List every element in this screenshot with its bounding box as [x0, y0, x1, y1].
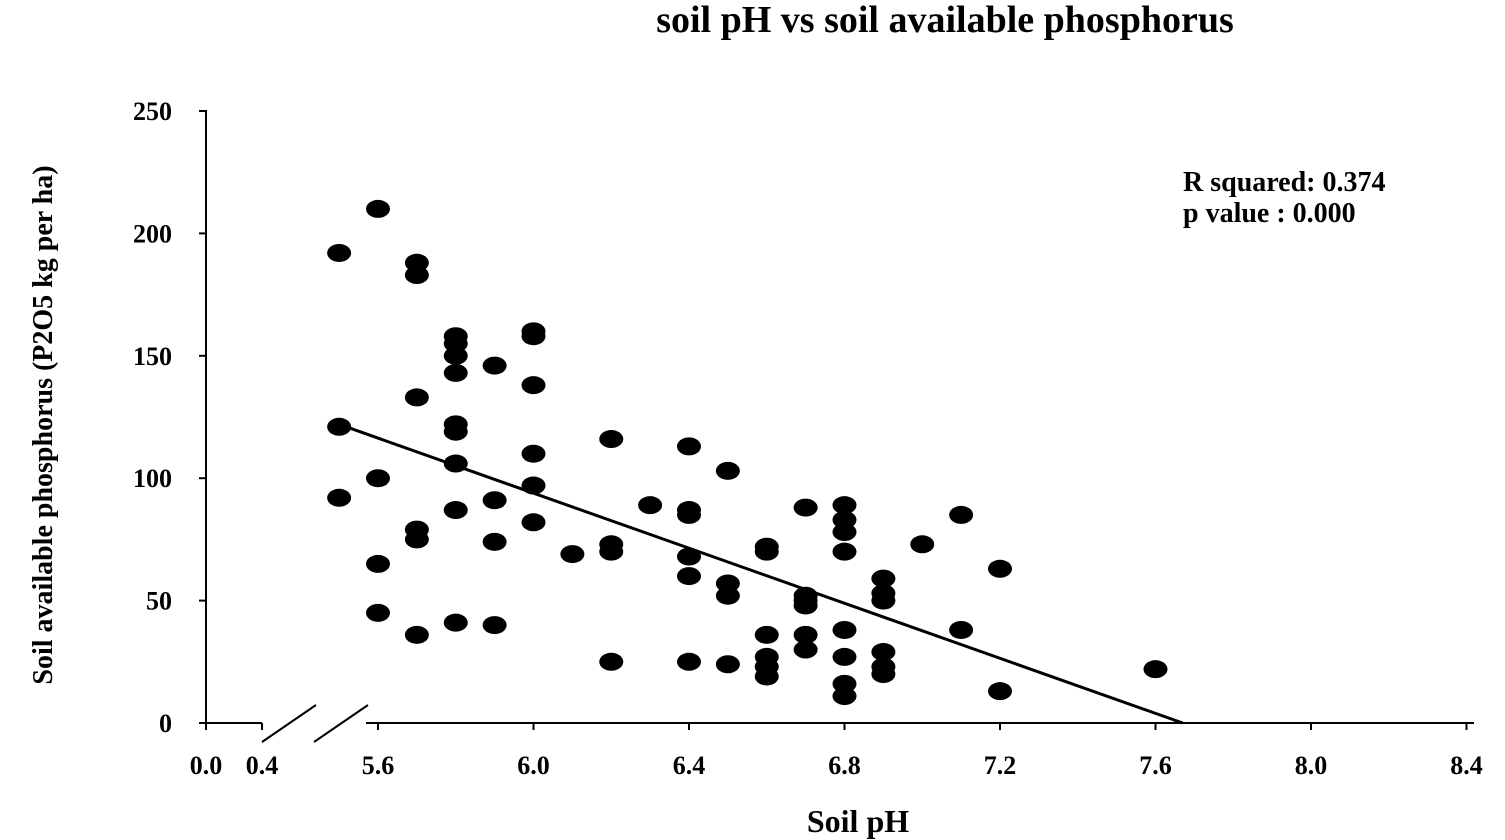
x-tick-label: 8.0: [1295, 751, 1328, 780]
data-point: [521, 444, 546, 463]
data-point: [832, 647, 857, 666]
x-tick-label: 6.4: [673, 751, 706, 780]
data-point: [988, 559, 1012, 578]
data-point: [677, 505, 701, 524]
x-tick-label: 6.8: [828, 751, 861, 780]
chart-title: soil pH vs soil available phosphorus: [656, 0, 1234, 41]
y-tick-label: 200: [133, 219, 172, 248]
r-squared-label: R squared: 0.374: [1183, 167, 1386, 198]
data-point: [443, 363, 468, 382]
data-point: [754, 625, 779, 644]
axis-break-mark: [261, 704, 317, 743]
x-tick-label: 5.6: [362, 751, 395, 780]
x-tick-label: 8.4: [1450, 751, 1483, 780]
data-point: [404, 388, 429, 407]
x-tick-label: 0.4: [246, 751, 279, 780]
regression-line: [338, 422, 1184, 725]
data-point: [404, 530, 429, 549]
data-point: [599, 652, 624, 671]
data-point: [404, 625, 429, 644]
data-point: [677, 652, 701, 671]
data-point: [754, 667, 779, 686]
data-point: [638, 496, 663, 515]
data-point: [404, 266, 429, 285]
data-point: [366, 603, 390, 622]
y-tick-label: 250: [133, 97, 172, 126]
data-point: [443, 501, 468, 520]
data-point: [793, 498, 818, 517]
x-axis-label: Soil pH: [807, 803, 909, 839]
data-point: [793, 596, 818, 615]
y-ticks: 0 50 100 150 200 250: [133, 97, 206, 738]
data-point: [443, 346, 468, 365]
y-tick-label: 150: [133, 342, 172, 371]
data-point: [871, 665, 896, 684]
stats-annotation: R squared: 0.374 p value : 0.000: [1183, 167, 1386, 229]
data-point: [754, 542, 779, 561]
data-point: [482, 532, 507, 551]
data-point: [715, 461, 740, 480]
x-tick-label: 0.0: [190, 751, 223, 780]
data-point: [327, 488, 352, 507]
x-tick-label: 7.6: [1139, 751, 1172, 780]
x-tick-label: 6.0: [517, 751, 550, 780]
data-point: [910, 535, 935, 554]
data-point: [832, 496, 857, 515]
data-point: [832, 687, 857, 706]
data-point: [793, 640, 818, 659]
data-point: [482, 616, 507, 635]
y-tick-label: 50: [146, 587, 172, 616]
y-axis-label: Soil available phosphorus (P2O5 kg per h…: [28, 165, 59, 684]
y-tick-label: 100: [133, 464, 172, 493]
data-point: [482, 356, 507, 375]
plot-area: 0.0 0.4: [190, 110, 1474, 780]
data-point: [715, 586, 740, 605]
data-point: [521, 327, 546, 346]
data-point: [949, 620, 974, 639]
axis-break-mark: [313, 704, 369, 743]
data-point: [366, 199, 390, 218]
data-point: [832, 620, 857, 639]
data-point: [443, 422, 468, 441]
data-point: [327, 417, 352, 436]
data-point: [715, 655, 740, 674]
data-point: [677, 437, 701, 456]
data-point: [793, 625, 818, 644]
data-point: [443, 613, 468, 632]
data-point: [832, 523, 857, 542]
regression-layer: [338, 422, 1184, 725]
x-ticks: 5.6 6.0 6.4 6.8 7.2 7.6 8.0 8.4: [362, 723, 1483, 780]
data-point: [482, 491, 507, 510]
data-point: [832, 542, 857, 561]
y-tick-label: 0: [159, 709, 172, 738]
data-point: [1143, 660, 1168, 679]
p-value-label: p value : 0.000: [1183, 198, 1356, 229]
data-point: [366, 469, 390, 488]
data-point: [871, 569, 896, 588]
data-point: [677, 547, 701, 566]
data-points: [327, 199, 1168, 706]
data-point: [677, 567, 701, 586]
data-point: [599, 542, 624, 561]
data-point: [949, 505, 974, 524]
x-tick-label: 7.2: [984, 751, 1017, 780]
data-point: [521, 513, 546, 532]
data-point: [871, 591, 896, 610]
data-point: [599, 430, 624, 449]
data-point: [327, 243, 352, 262]
data-point: [560, 545, 585, 564]
data-point: [366, 554, 390, 573]
data-point: [521, 376, 546, 395]
data-point: [988, 682, 1012, 701]
data-point: [871, 643, 896, 662]
